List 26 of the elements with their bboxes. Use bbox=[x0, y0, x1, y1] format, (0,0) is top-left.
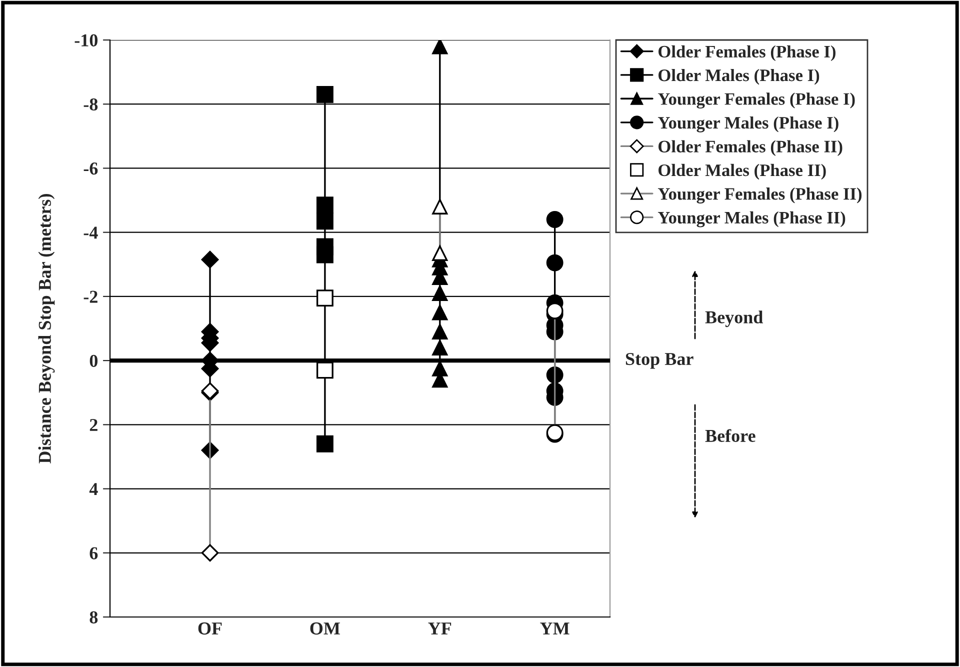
legend-label: Older Females (Phase I) bbox=[658, 45, 836, 62]
y-tick-label: -10 bbox=[74, 34, 98, 46]
legend-label: Older Females (Phase II) bbox=[658, 140, 842, 156]
legend-label: Younger Females (Phase II) bbox=[658, 188, 862, 204]
y-tick-label: 2 bbox=[90, 418, 98, 431]
legend-label: Younger Females (Phase I) bbox=[658, 92, 855, 109]
ref-line-label: Stop Bar bbox=[626, 352, 694, 369]
x-tick-label: YM bbox=[540, 622, 570, 634]
legend-label: Younger Males (Phase II) bbox=[658, 211, 846, 228]
y-tick-label: 0 bbox=[90, 354, 98, 367]
legend-label: Older Males (Phase I) bbox=[658, 68, 820, 85]
y-axis-title: Distance Beyond Stop Bar (meters) bbox=[38, 194, 55, 464]
legend-label: Older Males (Phase II) bbox=[658, 164, 826, 180]
y-tick-label: -2 bbox=[84, 290, 98, 303]
text: Beyond bbox=[705, 310, 763, 328]
y-tick-label: 6 bbox=[90, 547, 98, 560]
y-tick-label: -8 bbox=[84, 98, 98, 111]
y-tick-label: 4 bbox=[89, 483, 98, 496]
x-tick-label: OM bbox=[310, 622, 340, 635]
y-tick-label: -4 bbox=[84, 226, 98, 239]
legend-label: Younger Males (Phase I) bbox=[658, 116, 838, 132]
x-tick-label: OF bbox=[198, 622, 222, 635]
text: Before bbox=[705, 429, 756, 442]
x-tick-label: YF bbox=[428, 622, 452, 634]
y-tick-label: 8 bbox=[90, 611, 98, 624]
y-tick-label: -6 bbox=[84, 162, 98, 175]
